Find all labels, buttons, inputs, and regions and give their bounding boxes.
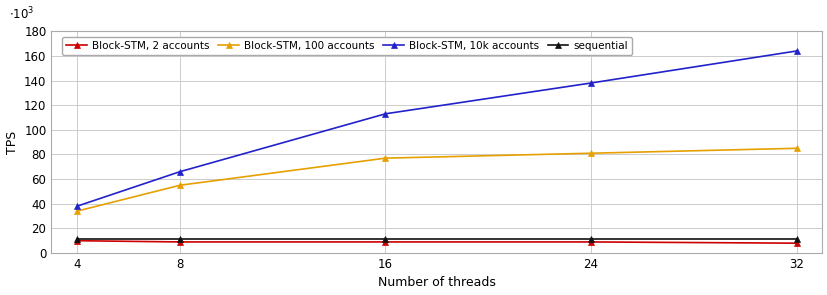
sequential [791, 238, 801, 241]
sequential [380, 238, 390, 241]
Block-STM, 2 accounts [791, 241, 801, 245]
Block-STM, 100 accounts [791, 147, 801, 150]
Line: Block-STM, 100 accounts: Block-STM, 100 accounts [74, 145, 799, 214]
Block-STM, 10k accounts [174, 170, 184, 173]
Line: Block-STM, 10k accounts: Block-STM, 10k accounts [74, 47, 799, 210]
Block-STM, 2 accounts [586, 240, 595, 244]
Block-STM, 100 accounts [380, 156, 390, 160]
sequential [174, 238, 184, 241]
Block-STM, 2 accounts [72, 239, 82, 242]
Block-STM, 10k accounts [586, 81, 595, 85]
Text: $\cdot10^3$: $\cdot10^3$ [9, 6, 34, 22]
sequential [72, 238, 82, 241]
X-axis label: Number of threads: Number of threads [377, 276, 495, 289]
Y-axis label: TPS: TPS [6, 130, 18, 154]
Block-STM, 10k accounts [72, 204, 82, 208]
Line: Block-STM, 2 accounts: Block-STM, 2 accounts [74, 237, 799, 247]
Block-STM, 2 accounts [174, 240, 184, 244]
Block-STM, 10k accounts [380, 112, 390, 116]
sequential [586, 238, 595, 241]
Block-STM, 2 accounts [380, 240, 390, 244]
Block-STM, 10k accounts [791, 49, 801, 53]
Legend: Block-STM, 2 accounts, Block-STM, 100 accounts, Block-STM, 10k accounts, sequent: Block-STM, 2 accounts, Block-STM, 100 ac… [62, 37, 632, 55]
Block-STM, 100 accounts [586, 151, 595, 155]
Block-STM, 100 accounts [72, 209, 82, 213]
Line: sequential: sequential [74, 236, 799, 243]
Block-STM, 100 accounts [174, 183, 184, 187]
